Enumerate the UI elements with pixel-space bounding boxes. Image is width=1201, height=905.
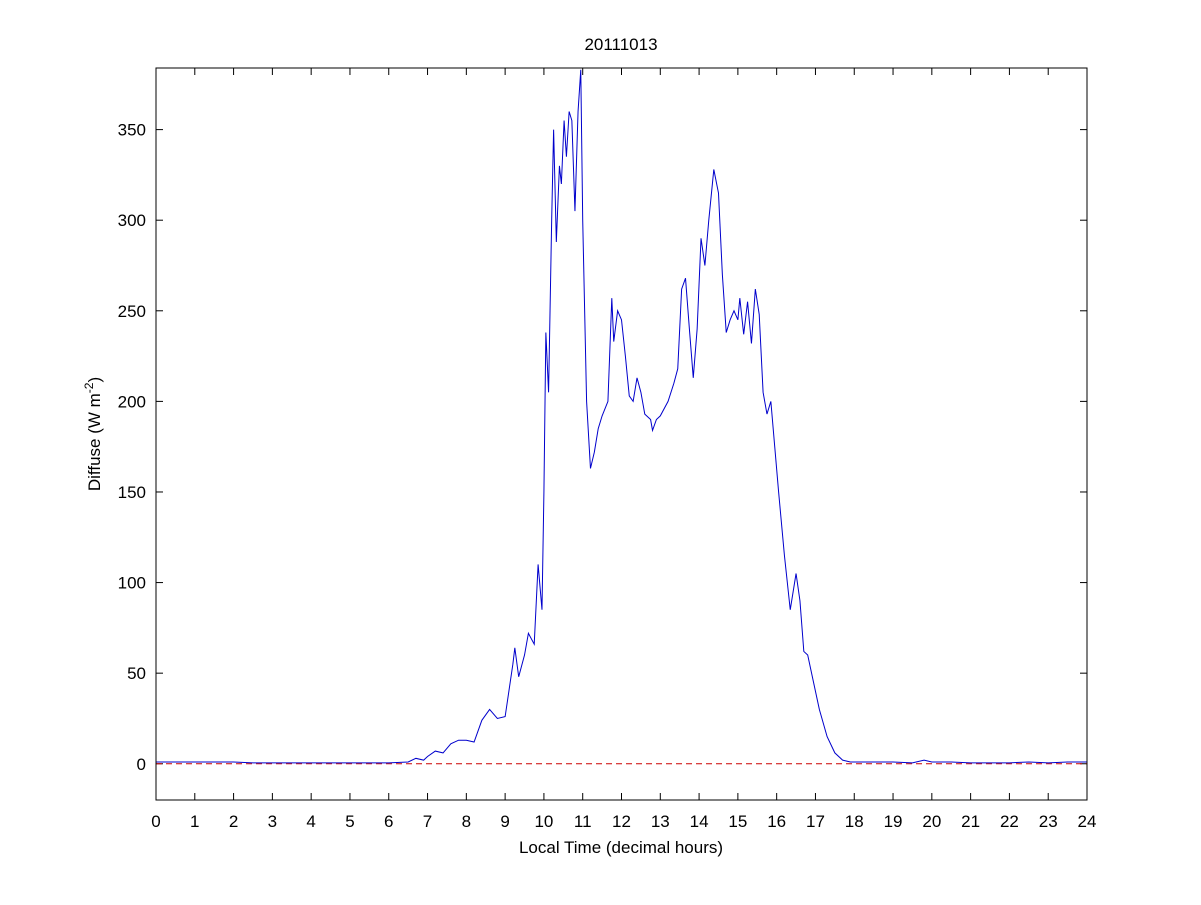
y-tick-label: 250 bbox=[118, 302, 146, 321]
x-tick-label: 14 bbox=[690, 812, 709, 831]
x-tick-label: 5 bbox=[345, 812, 354, 831]
x-tick-label: 23 bbox=[1039, 812, 1058, 831]
y-label-part: Diffuse (W m bbox=[85, 393, 104, 491]
data-line bbox=[156, 69, 1087, 764]
y-tick-label: 300 bbox=[118, 211, 146, 230]
chart-title: 20111013 bbox=[584, 35, 657, 54]
x-tick-label: 12 bbox=[612, 812, 631, 831]
x-tick-label: 13 bbox=[651, 812, 670, 831]
x-tick-label: 24 bbox=[1078, 812, 1097, 831]
x-tick-label: 22 bbox=[1000, 812, 1019, 831]
x-tick-label: 6 bbox=[384, 812, 393, 831]
x-tick-label: 20 bbox=[922, 812, 941, 831]
x-tick-label: 18 bbox=[845, 812, 864, 831]
x-tick-label: 2 bbox=[229, 812, 238, 831]
y-tick-label: 50 bbox=[127, 664, 146, 683]
x-tick-label: 21 bbox=[961, 812, 980, 831]
x-tick-label: 9 bbox=[500, 812, 509, 831]
x-tick-label: 0 bbox=[151, 812, 160, 831]
y-tick-label: 350 bbox=[118, 121, 146, 140]
y-tick-label: 200 bbox=[118, 392, 146, 411]
x-tick-label: 7 bbox=[423, 812, 432, 831]
x-tick-label: 8 bbox=[462, 812, 471, 831]
y-label-sup: -2 bbox=[82, 382, 96, 393]
x-tick-label: 1 bbox=[190, 812, 199, 831]
y-tick-label: 150 bbox=[118, 483, 146, 502]
x-tick-label: 17 bbox=[806, 812, 825, 831]
y-label-part: ) bbox=[85, 377, 104, 383]
x-tick-label: 11 bbox=[574, 812, 592, 831]
x-tick-label: 19 bbox=[884, 812, 903, 831]
axes-box bbox=[155, 67, 1088, 801]
y-tick-label: 100 bbox=[118, 574, 146, 593]
x-tick-label: 10 bbox=[534, 812, 553, 831]
x-tick-label: 16 bbox=[767, 812, 786, 831]
x-tick-label: 3 bbox=[268, 812, 277, 831]
x-tick-label: 4 bbox=[306, 812, 315, 831]
y-axis-label: Diffuse (W m-2) bbox=[82, 377, 104, 491]
x-axis-label: Local Time (decimal hours) bbox=[519, 838, 723, 857]
y-tick-label: 0 bbox=[137, 755, 146, 774]
x-tick-label: 15 bbox=[728, 812, 747, 831]
